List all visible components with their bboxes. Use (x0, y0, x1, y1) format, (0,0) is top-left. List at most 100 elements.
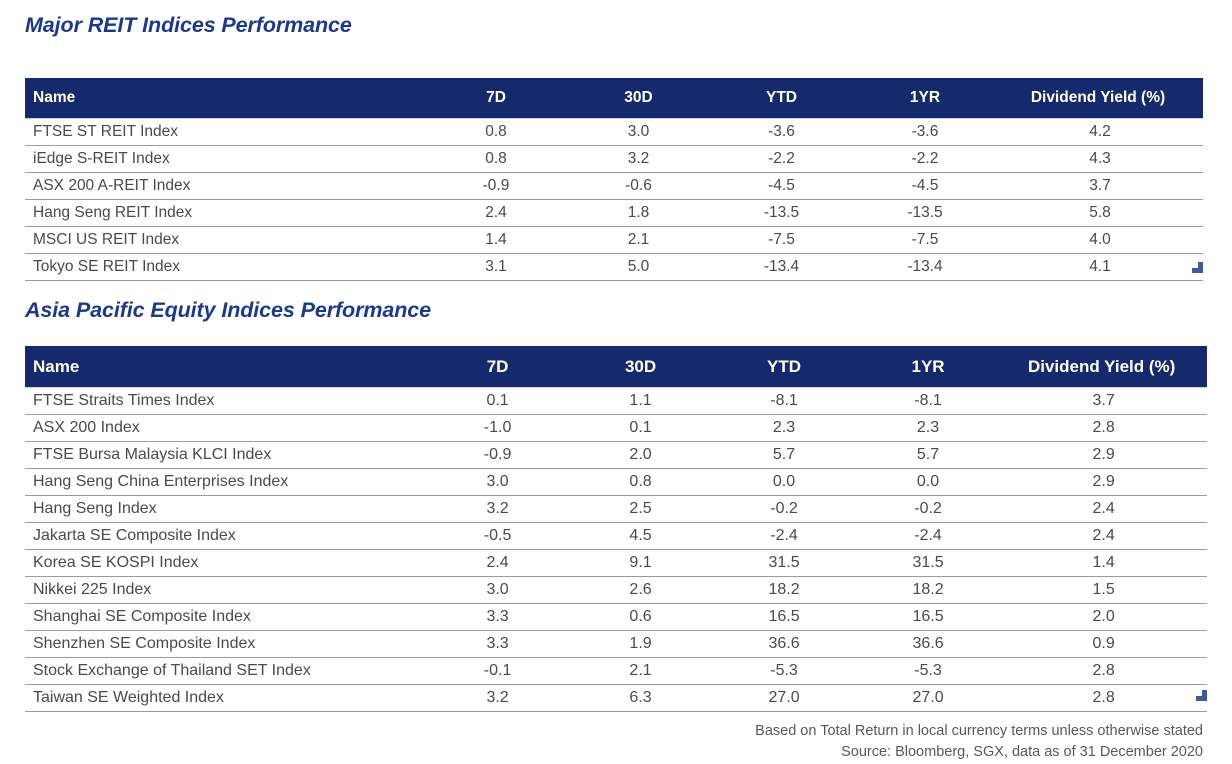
cell-7d: 2.4 (426, 549, 569, 577)
cell-name: FTSE Straits Times Index (25, 387, 427, 415)
cell-7d: 3.3 (426, 603, 569, 631)
cell-name: Nikkei 225 Index (25, 576, 427, 604)
cell-name: Hang Seng REIT Index (25, 199, 425, 227)
column-header-30d[interactable]: 30D (568, 346, 713, 388)
table-row[interactable]: Hang Seng REIT Index 2.4 1.8 -13.5 -13.5 5.8 (25, 199, 1203, 227)
cell-30d: 1.9 (568, 630, 713, 658)
cell-name: Korea SE KOSPI Index (25, 549, 427, 577)
cell-30d: 2.5 (568, 495, 713, 523)
cell-ytd: 5.7 (712, 441, 856, 469)
column-header-ytd[interactable]: YTD (710, 78, 853, 119)
cell-ytd: -2.2 (710, 145, 853, 173)
column-header-dividend-yield[interactable]: Dividend Yield (%) (997, 78, 1203, 119)
footnote-source: Source: Bloomberg, SGX, data as of 31 De… (841, 744, 1203, 760)
table-row[interactable]: Shanghai SE Composite Index 3.3 0.6 16.5 16.… (25, 603, 1207, 631)
cell-ytd: -8.1 (712, 387, 856, 415)
column-header-ytd[interactable]: YTD (712, 346, 856, 388)
cell-1yr: -3.6 (853, 118, 997, 146)
cell-dividend-yield: 4.0 (997, 226, 1203, 254)
cell-30d: 5.0 (567, 253, 710, 281)
cell-7d: 3.0 (426, 576, 569, 604)
table-row[interactable]: Hang Seng Index 3.2 2.5 -0.2 -0.2 2.4 (25, 495, 1207, 523)
table-row[interactable]: ASX 200 A-REIT Index -0.9 -0.6 -4.5 -4.5 3.7 (25, 172, 1203, 200)
cell-30d: 3.0 (567, 118, 710, 146)
cell-1yr: -5.3 (855, 657, 1001, 685)
cell-1yr: 2.3 (855, 414, 1001, 442)
cell-30d: 0.6 (568, 603, 713, 631)
cell-dividend-yield: 3.7 (1000, 387, 1207, 415)
resize-handle-arm-horizontal (1196, 696, 1207, 701)
cell-7d: -0.5 (426, 522, 569, 550)
cell-1yr: -7.5 (853, 226, 997, 254)
cell-dividend-yield: 2.4 (1000, 495, 1207, 523)
cell-1yr: 0.0 (855, 468, 1001, 496)
cell-dividend-yield: 2.9 (1000, 468, 1207, 496)
table-body-reit: FTSE ST REIT Index 0.8 3.0 -3.6 -3.6 4.2 iEdge… (25, 118, 1203, 281)
cell-ytd: -7.5 (710, 226, 853, 254)
cell-ytd: -13.5 (710, 199, 853, 227)
table-header-reit: Name 7D 30D YTD 1YR Dividend Yield (%) (25, 78, 1203, 119)
table-row[interactable]: MSCI US REIT Index 1.4 2.1 -7.5 -7.5 4.0 (25, 226, 1203, 254)
cell-dividend-yield: 1.4 (1000, 549, 1207, 577)
cell-ytd: 31.5 (712, 549, 856, 577)
column-header-1yr[interactable]: 1YR (853, 78, 997, 119)
cell-7d: -0.9 (425, 172, 567, 200)
cell-name: Taiwan SE Weighted Index (25, 684, 427, 712)
cell-dividend-yield: 0.9 (1000, 630, 1207, 658)
cell-ytd: -0.2 (712, 495, 856, 523)
cell-dividend-yield: 2.9 (1000, 441, 1207, 469)
cell-30d: 0.1 (568, 414, 713, 442)
table-row[interactable]: Nikkei 225 Index 3.0 2.6 18.2 18.2 1.5 (25, 576, 1207, 604)
footnote-basis: Based on Total Return in local currency … (755, 723, 1203, 739)
cell-30d: 2.1 (567, 226, 710, 254)
cell-dividend-yield: 5.8 (997, 199, 1203, 227)
cell-1yr: 5.7 (855, 441, 1001, 469)
cell-30d: -0.6 (567, 172, 710, 200)
cell-7d: -0.1 (426, 657, 569, 685)
cell-1yr: -13.5 (853, 199, 997, 227)
cell-1yr: -2.2 (853, 145, 997, 173)
table-row[interactable]: Hang Seng China Enterprises Index 3.0 0.8 0… (25, 468, 1207, 496)
cell-name: Shenzhen SE Composite Index (25, 630, 427, 658)
table-row[interactable]: Stock Exchange of Thailand SET Index -0.1… (25, 657, 1207, 685)
column-header-dividend-yield[interactable]: Dividend Yield (%) (1000, 346, 1207, 388)
table-resize-handle-reit[interactable] (1192, 262, 1203, 273)
table-row[interactable]: FTSE ST REIT Index 0.8 3.0 -3.6 -3.6 4.2 (25, 118, 1203, 146)
cell-name: Stock Exchange of Thailand SET Index (25, 657, 427, 685)
cell-1yr: -13.4 (853, 253, 997, 281)
cell-ytd: 16.5 (712, 603, 856, 631)
cell-1yr: 16.5 (855, 603, 1001, 631)
cell-7d: 3.2 (426, 684, 569, 712)
cell-name: Shanghai SE Composite Index (25, 603, 427, 631)
column-header-name[interactable]: Name (25, 346, 427, 388)
cell-ytd: -3.6 (710, 118, 853, 146)
table-row[interactable]: Jakarta SE Composite Index -0.5 4.5 -2.4 -2.… (25, 522, 1207, 550)
column-header-7d[interactable]: 7D (426, 346, 569, 388)
column-header-name[interactable]: Name (25, 78, 425, 119)
table-row[interactable]: ASX 200 Index -1.0 0.1 2.3 2.3 2.8 (25, 414, 1207, 442)
column-header-1yr[interactable]: 1YR (855, 346, 1001, 388)
table-row[interactable]: Korea SE KOSPI Index 2.4 9.1 31.5 31.5 1.4 (25, 549, 1207, 577)
table-row[interactable]: iEdge S-REIT Index 0.8 3.2 -2.2 -2.2 4.3 (25, 145, 1203, 173)
column-header-30d[interactable]: 30D (567, 78, 710, 119)
column-header-7d[interactable]: 7D (425, 78, 567, 119)
reit-indices-table: Name 7D 30D YTD 1YR Dividend Yield (%) F… (25, 78, 1203, 281)
table-row[interactable]: Tokyo SE REIT Index 3.1 5.0 -13.4 -13.4 4.1 (25, 253, 1203, 281)
cell-30d: 6.3 (568, 684, 713, 712)
cell-ytd: -5.3 (712, 657, 856, 685)
cell-1yr: 27.0 (855, 684, 1001, 712)
cell-ytd: -2.4 (712, 522, 856, 550)
cell-ytd: -13.4 (710, 253, 853, 281)
table-row[interactable]: Taiwan SE Weighted Index 3.2 6.3 27.0 27.0 2.… (25, 684, 1207, 712)
table-resize-handle-apac[interactable] (1196, 690, 1207, 701)
cell-30d: 1.1 (568, 387, 713, 415)
table-row[interactable]: FTSE Straits Times Index 0.1 1.1 -8.1 -8.1 3.… (25, 387, 1207, 415)
cell-30d: 3.2 (567, 145, 710, 173)
cell-7d: 2.4 (425, 199, 567, 227)
table-row[interactable]: Shenzhen SE Composite Index 3.3 1.9 36.6 36.… (25, 630, 1207, 658)
section-heading-reit: Major REIT Indices Performance (25, 13, 352, 37)
table-row[interactable]: FTSE Bursa Malaysia KLCI Index -0.9 2.0 5.7… (25, 441, 1207, 469)
cell-7d: -1.0 (426, 414, 569, 442)
cell-1yr: -8.1 (855, 387, 1001, 415)
